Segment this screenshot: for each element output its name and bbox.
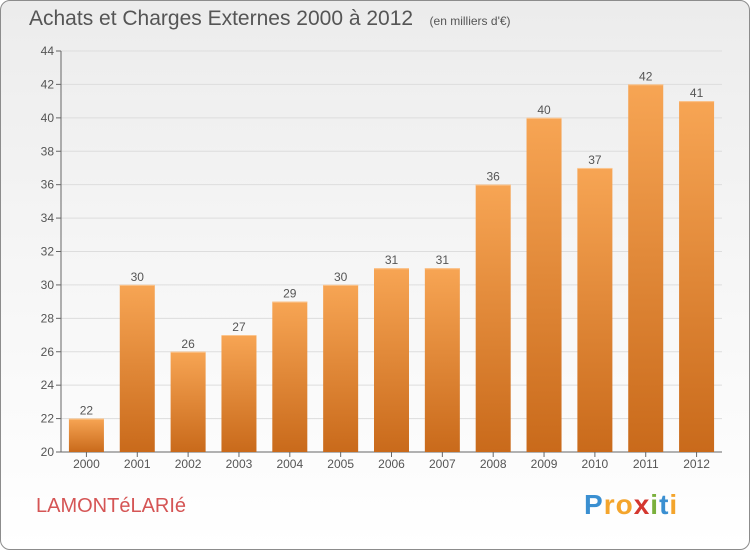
- logo-letter: i: [669, 489, 679, 520]
- x-tick-label: 2012: [683, 457, 710, 471]
- x-tick-label: 2008: [480, 457, 507, 471]
- x-tick-label: 2002: [175, 457, 202, 471]
- logo-letter: i: [650, 489, 660, 520]
- logo-letter: x: [633, 489, 651, 520]
- data-label: 27: [232, 320, 246, 334]
- y-tick-label: 42: [41, 77, 55, 91]
- y-tick-label: 22: [41, 412, 55, 426]
- data-label: 22: [80, 404, 94, 418]
- data-label: 36: [487, 170, 501, 184]
- data-label: 31: [436, 253, 450, 267]
- y-tick-label: 44: [41, 44, 55, 58]
- commune-name: LAMONTéLARIé: [36, 495, 187, 517]
- y-tick-label: 24: [41, 378, 55, 392]
- logo-letter: r: [603, 489, 616, 520]
- data-label: 31: [385, 253, 399, 267]
- bar: [679, 101, 715, 452]
- bar: [424, 268, 460, 452]
- data-label: 30: [131, 270, 145, 284]
- x-tick-label: 2011: [633, 457, 659, 471]
- data-label: 26: [181, 337, 195, 351]
- x-tick-label: 2009: [531, 457, 558, 471]
- x-tick-label: 2000: [73, 457, 100, 471]
- logo-letter: o: [615, 489, 634, 520]
- bar: [221, 335, 257, 452]
- y-tick-label: 38: [41, 144, 55, 158]
- x-tick-label: 2003: [226, 457, 253, 471]
- logo-letter: P: [584, 489, 604, 520]
- data-label: 40: [537, 103, 551, 117]
- chart-title: Achats et Charges Externes 2000 à 2012: [29, 7, 414, 30]
- bar: [170, 351, 206, 452]
- y-tick-label: 36: [41, 178, 55, 192]
- x-tick-label: 2001: [124, 457, 151, 471]
- y-tick-label: 34: [41, 211, 55, 225]
- data-label: 42: [639, 69, 653, 83]
- data-label: 41: [690, 86, 704, 100]
- x-tick-label: 2005: [327, 457, 354, 471]
- x-tick-label: 2007: [429, 457, 456, 471]
- data-label: 30: [334, 270, 348, 284]
- chart-unit: (en milliers d'€): [429, 14, 511, 28]
- y-tick-label: 28: [41, 311, 55, 325]
- title-block: Achats et Charges Externes 2000 à 2012 (…: [29, 7, 511, 31]
- bar: [68, 418, 104, 452]
- bar: [475, 184, 511, 452]
- y-tick-label: 20: [41, 445, 55, 459]
- y-tick-label: 40: [41, 111, 55, 125]
- x-tick-label: 2006: [378, 457, 405, 471]
- y-tick-label: 32: [41, 245, 55, 259]
- bar: [526, 117, 562, 452]
- proxiti-logo: Proxiti: [584, 489, 678, 521]
- y-tick-label: 30: [41, 278, 55, 292]
- y-tick-label: 26: [41, 345, 55, 359]
- bar: [628, 84, 664, 453]
- x-tick-label: 2004: [276, 457, 303, 471]
- bar: [374, 268, 409, 452]
- bar: [119, 284, 155, 452]
- bar: [323, 284, 359, 452]
- bar: [577, 167, 613, 453]
- bar: [272, 301, 308, 452]
- data-label: 29: [283, 287, 297, 301]
- x-tick-label: 2010: [582, 457, 609, 471]
- logo-letter: t: [659, 489, 670, 520]
- data-label: 37: [588, 153, 602, 167]
